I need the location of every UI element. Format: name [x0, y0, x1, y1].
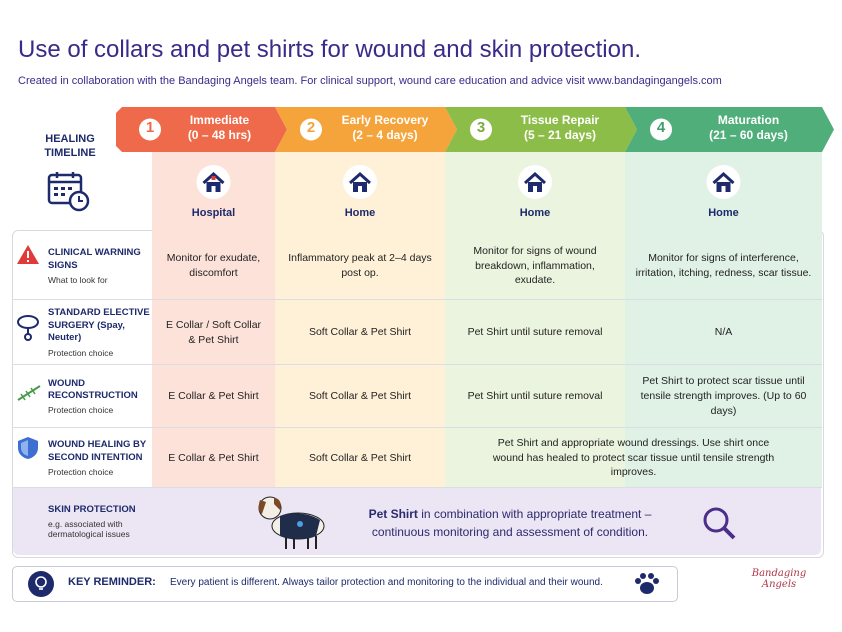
row-divider	[12, 427, 822, 428]
row-divider	[12, 487, 822, 488]
subtitle: Created in collaboration with the Bandag…	[18, 75, 722, 87]
row-title: CLINICAL WARNING SIGNS	[48, 247, 141, 271]
footer-label: KEY REMINDER:	[68, 576, 156, 588]
suture-icon	[17, 385, 41, 401]
collar-icon	[17, 315, 39, 341]
row-divider	[12, 364, 822, 365]
row-label: STANDARD ELECTIVE SURGERY (Spay, Neuter)…	[12, 300, 152, 365]
row-subtitle: What to look for	[48, 274, 108, 285]
highlight: Pet Shirt	[368, 507, 418, 521]
stage-setting: Home	[519, 207, 551, 219]
calendar-icon	[47, 172, 90, 212]
cell: Inflammatory peak at 2–4 days post op.	[288, 252, 432, 279]
cell: Soft Collar & Pet Shirt	[308, 451, 412, 464]
stage-name: Early Recovery	[341, 113, 429, 127]
row-title: WOUND RECONSTRUCTION	[48, 377, 138, 401]
stage-label: Immediate (0 – 48 hrs)	[164, 113, 275, 143]
cell: Pet Shirt until suture removal	[467, 390, 603, 403]
column-bg	[445, 152, 626, 488]
cell: Soft Collar & Pet Shirt	[308, 326, 412, 339]
row-label: CLINICAL WARNING SIGNS What to look for	[12, 232, 152, 300]
cell: E Collar & Pet Shirt	[168, 390, 259, 403]
cell: Pet Shirt and appropriate wound dressing…	[492, 436, 775, 479]
stage-name: Immediate	[189, 113, 250, 127]
row-subtitle: Protection choice	[48, 466, 114, 477]
cell: Pet Shirt to protect scar tissue until t…	[640, 375, 807, 417]
row-subtitle: Protection choice	[48, 405, 114, 416]
bulb-icon	[28, 571, 54, 597]
cell: Monitor for signs of wound breakdown, in…	[473, 244, 597, 287]
column-bg	[275, 152, 446, 488]
timeline-label: HEALING TIMELINE	[44, 133, 96, 160]
row-subtitle: e.g. associated with dermatological issu…	[48, 519, 130, 540]
cell: Soft Collar & Pet Shirt	[308, 390, 412, 403]
cell: E Collar / Soft Collar & Pet Shirt	[165, 318, 262, 346]
row-title: WOUND HEALING BY SECOND INTENTION	[48, 439, 146, 463]
stage-range: (0 – 48 hrs)	[187, 128, 252, 142]
warning-icon	[17, 245, 39, 264]
skin-label: SKIN PROTECTION e.g. associated with der…	[12, 488, 152, 555]
row-label: WOUND HEALING BY SECOND INTENTION Protect…	[12, 428, 152, 488]
footer-box	[12, 566, 678, 602]
stage-number: 3	[476, 119, 486, 136]
logo: Bandaging Angels	[751, 568, 807, 590]
column-bg	[152, 152, 276, 488]
stage-setting: Home	[708, 207, 739, 219]
row-subtitle: Protection choice	[48, 347, 114, 358]
stage-range: (2 – 4 days)	[352, 128, 418, 142]
shield-icon	[18, 437, 38, 459]
stage-name: Tissue Repair	[520, 113, 600, 127]
cell: E Collar & Pet Shirt	[168, 451, 259, 464]
stage-label: Maturation (21 – 60 days)	[675, 113, 822, 143]
row-title: STANDARD ELECTIVE SURGERY (Spay, Neuter)	[48, 307, 150, 344]
stage-number: 1	[145, 119, 155, 136]
skin-text: Pet Shirt in combination with appropriat…	[345, 505, 675, 541]
dog-illustration	[258, 496, 325, 549]
stage-setting: Home	[344, 207, 376, 219]
title: Use of collars and pet shirts for wound …	[18, 36, 641, 63]
row-title: SKIN PROTECTION	[48, 503, 136, 515]
cell: Monitor for exudate, discomfort	[166, 252, 261, 279]
column-bg	[625, 152, 822, 488]
stage-range: (5 – 21 days)	[523, 128, 597, 142]
skin-description: in combination with appropriate treatmen…	[371, 507, 652, 539]
stage-number: 2	[306, 119, 316, 136]
row-divider	[12, 299, 822, 300]
magnifier-icon	[703, 507, 736, 540]
stage-number: 4	[656, 119, 666, 136]
stage-label: Tissue Repair (5 – 21 days)	[495, 113, 625, 143]
footer-text: Every patient is different. Always tailo…	[170, 577, 603, 588]
paw-icon	[635, 573, 659, 594]
cell: Monitor for signs of interference, irrit…	[635, 252, 812, 279]
stage-label: Early Recovery (2 – 4 days)	[325, 113, 445, 143]
stage-setting: Hospital	[191, 207, 236, 219]
stage-name: Maturation	[717, 113, 780, 127]
cell: N/A	[714, 326, 733, 339]
skin-row	[13, 488, 821, 555]
stage-range: (21 – 60 days)	[709, 128, 788, 142]
row-label: WOUND RECONSTRUCTION Protection choice	[12, 365, 152, 428]
cell: Pet Shirt until suture removal	[467, 326, 603, 339]
